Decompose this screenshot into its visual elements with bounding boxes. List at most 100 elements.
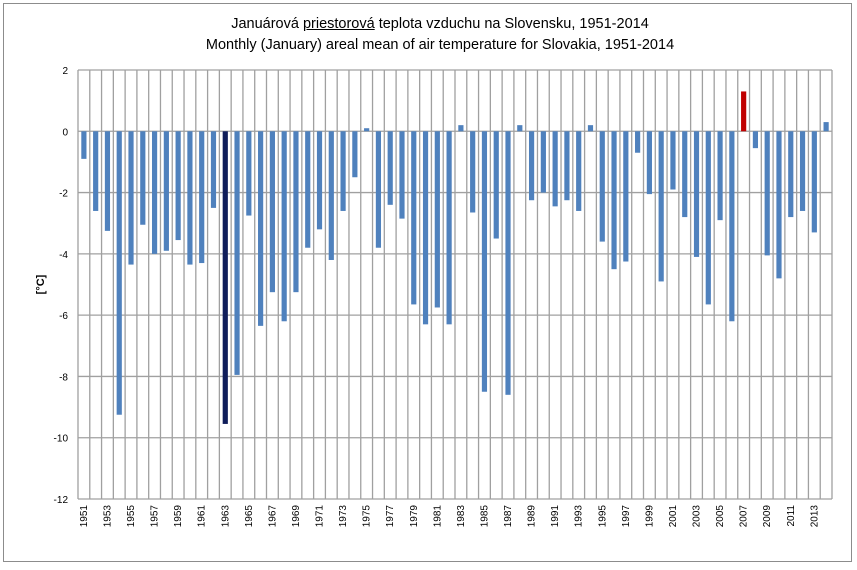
bar-2014 <box>823 122 829 132</box>
x-tick-label: 1973 <box>338 505 349 528</box>
bar-2013 <box>811 131 817 233</box>
bar-1972 <box>328 131 334 260</box>
bar-1983 <box>458 125 464 132</box>
bar-1979 <box>411 131 417 305</box>
x-tick-label: 1997 <box>621 505 632 528</box>
bar-1970 <box>305 131 311 248</box>
chart-title-en: Monthly (January) areal mean of air temp… <box>205 37 675 53</box>
bar-2001 <box>670 131 676 190</box>
x-tick-label: 1991 <box>550 505 561 528</box>
bar-1974 <box>352 131 358 178</box>
bar-1997 <box>623 131 629 262</box>
bar-2006 <box>729 131 735 322</box>
x-tick-label: 1963 <box>220 505 231 528</box>
bar-1999 <box>646 131 652 195</box>
bar-1980 <box>422 131 429 325</box>
bar-1963 <box>222 131 228 424</box>
bar-1995 <box>599 131 605 242</box>
x-tick-label: 2007 <box>739 505 750 528</box>
bar-1961 <box>199 131 205 264</box>
x-tick-label: 2011 <box>786 505 797 527</box>
bar-1976 <box>375 131 382 248</box>
bar-2008 <box>752 131 759 149</box>
bar-2000 <box>658 131 664 282</box>
bar-1988 <box>517 125 523 132</box>
bar-1984 <box>470 131 476 213</box>
bar-1996 <box>611 131 617 270</box>
x-tick-label: 1959 <box>173 505 184 528</box>
title-part: Januárová <box>231 16 303 32</box>
bar-2012 <box>799 131 806 211</box>
x-tick-label: 1983 <box>456 505 467 528</box>
bar-2004 <box>705 131 711 305</box>
bar-1966 <box>258 131 264 326</box>
bar-1971 <box>316 131 323 230</box>
y-tick-label: -2 <box>59 189 68 200</box>
x-tick-label: 2003 <box>692 505 703 528</box>
bar-1967 <box>269 131 275 293</box>
y-tick-label: -6 <box>59 311 68 322</box>
x-tick-label: 1951 <box>79 505 90 528</box>
x-tick-label: 1965 <box>244 505 255 528</box>
bar-1993 <box>576 131 582 211</box>
bar-1987 <box>505 131 511 395</box>
bar-1992 <box>564 131 570 201</box>
x-tick-label: 1999 <box>644 505 655 528</box>
bar-1982 <box>446 131 452 325</box>
bar-2005 <box>717 131 723 221</box>
bar-1998 <box>635 131 641 153</box>
bar-1985 <box>481 131 488 392</box>
x-tick-label: 1979 <box>409 505 420 528</box>
chart-frame <box>3 3 852 562</box>
bar-1955 <box>128 131 134 265</box>
title-underlined-word: priestorová <box>302 16 375 32</box>
x-tick-label: 2005 <box>715 505 726 528</box>
x-tick-label: 1967 <box>267 505 278 528</box>
x-tick-label: 1985 <box>479 505 490 528</box>
bar-2010 <box>776 131 782 279</box>
x-tick-label: 1971 <box>315 505 326 528</box>
bar-2009 <box>764 131 770 256</box>
x-tick-label: 1955 <box>126 505 137 528</box>
bar-2011 <box>788 131 794 218</box>
y-tick-label: 0 <box>62 127 68 138</box>
bar-1951 <box>81 131 87 159</box>
y-tick-label: -10 <box>54 434 69 445</box>
bar-1978 <box>399 131 405 219</box>
bar-2003 <box>693 131 700 257</box>
bar-1965 <box>246 131 252 216</box>
bar-1958 <box>163 131 169 251</box>
bar-1964 <box>234 131 240 375</box>
y-tick-label: 2 <box>62 66 68 77</box>
bar-1960 <box>187 131 193 265</box>
bar-1959 <box>175 131 181 241</box>
bar-1952 <box>93 131 99 211</box>
bar-1975 <box>364 128 370 132</box>
bar-1990 <box>540 131 546 193</box>
bar-1989 <box>528 131 535 201</box>
y-tick-label: -8 <box>59 372 68 383</box>
bar-1994 <box>587 125 594 132</box>
x-tick-label: 1989 <box>527 505 538 528</box>
x-tick-label: 2001 <box>668 505 679 528</box>
x-tick-label: 1953 <box>102 505 113 528</box>
bar-1957 <box>151 131 158 254</box>
chart-title-sk: Januárová priestorová teplota vzduchu na… <box>0 16 857 32</box>
bar-2002 <box>682 131 688 218</box>
x-tick-label: 1995 <box>597 505 608 528</box>
bar-1986 <box>493 131 499 239</box>
bar-1956 <box>140 131 146 225</box>
y-axis-label: [°C] <box>35 274 47 294</box>
bar-1968 <box>281 131 287 322</box>
x-tick-label: 1969 <box>291 505 302 528</box>
x-tick-label: 2009 <box>762 505 773 528</box>
x-tick-label: 1987 <box>503 505 514 528</box>
x-tick-label: 1977 <box>385 505 396 528</box>
title-part: teplota vzduchu na Slovensku, 1951-2014 <box>374 16 649 32</box>
bar-1962 <box>210 131 217 208</box>
bar-1991 <box>552 131 558 207</box>
y-tick-label: -4 <box>59 250 68 261</box>
bar-1981 <box>434 131 440 308</box>
bar-1969 <box>293 131 299 293</box>
